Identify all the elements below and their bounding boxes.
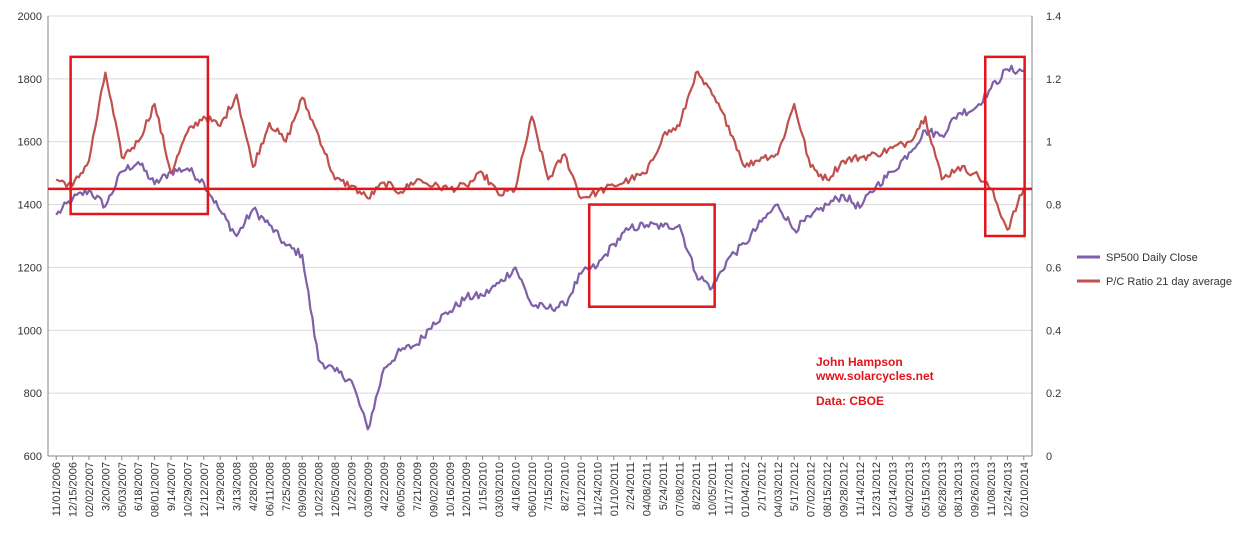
x-tick-label: 09/26/2013 [970,462,982,517]
x-tick-label: 08/01/2007 [150,462,162,517]
x-tick-label: 05/03/2007 [117,462,129,517]
x-tick-label: 10/05/2011 [707,462,719,516]
x-tick-label: 12/15/2006 [68,462,80,517]
y-right-tick-label: 0.8 [1046,200,1061,212]
x-tick-label: 10/12/2010 [576,462,588,517]
x-tick-label: 03/09/2009 [363,462,375,517]
x-tick-label: 12/01/2009 [461,462,473,517]
x-tick-label: 11/24/2010 [592,462,604,516]
x-tick-label: 01/04/2012 [740,462,752,517]
x-tick-label: 6/18/2007 [133,462,145,511]
x-tick-label: 10/22/2008 [314,462,326,517]
y-right-tick-label: 1.2 [1046,74,1061,86]
highlight-box [587,203,716,308]
y-left-tick-label: 1800 [18,74,42,86]
series-line-pc-ratio [55,70,1025,231]
x-tick-label: 02/14/2013 [888,462,900,517]
annotation-author: John Hampson [816,355,903,369]
y-right-tick-label: 1.4 [1046,11,1061,23]
y-left-tick-label: 1200 [18,262,42,274]
x-tick-label: 03/03/2010 [494,462,506,517]
x-tick-label: 08/15/2012 [822,462,834,517]
x-tick-label: 2/24/2011 [625,462,637,510]
x-tick-label: 12/12/2007 [199,462,211,517]
x-tick-label: 7/25/2008 [281,462,293,511]
x-tick-label: 1/22/2009 [346,462,358,511]
legend: SP500 Daily Close P/C Ratio 21 day avera… [1077,252,1232,288]
x-tick-label: 11/01/2006 [51,462,63,516]
x-tick-label: 09/09/2008 [297,462,309,517]
x-tick-label: 01/10/2011 [609,462,621,516]
y-right-tick-label: 1 [1046,137,1052,149]
y-left-tick-label: 800 [24,388,42,400]
x-tick-label: 10/16/2009 [445,462,457,517]
legend-label-sp500: SP500 Daily Close [1106,252,1198,264]
x-tick-label: 06/01/2010 [527,462,539,517]
y-left-tick-label: 1400 [18,200,42,212]
x-tick-label: 5/17/2012 [789,462,801,511]
x-tick-label: 04/03/2012 [773,462,785,517]
highlight-overlays [48,55,1032,308]
x-tick-label: 1/29/2008 [215,462,227,511]
y-left-tick-label: 2000 [18,11,42,23]
axes: 600 800 1000 1200 1400 1600 1800 2000 0 0.2 0.4 0.6… [18,11,1062,517]
x-tick-label: 05/15/2013 [920,462,932,517]
annotation-source: Data: CBOE [816,394,884,408]
gridlines [48,15,1032,457]
x-tick-label: 06/05/2009 [396,462,408,517]
x-tick-label: 11/17/2011 [724,462,736,515]
x-tick-label: 8/27/2010 [560,462,572,511]
x-tick-label: 09/02/2009 [428,462,440,517]
y-right-tick-label: 0.4 [1046,325,1061,337]
y-left-tick-label: 1000 [18,325,42,337]
series-lines [55,64,1025,431]
y-right-tick-label: 0.2 [1046,388,1061,400]
x-tick-label: 10/29/2007 [182,462,194,517]
x-tick-label: 06/28/2013 [937,462,949,517]
x-tick-label: 12/05/2008 [330,462,342,517]
x-tick-label: 3/13/2008 [232,462,244,511]
x-tick-label: 12/24/2013 [1002,462,1014,517]
x-tick-label: 07/02/2012 [806,462,818,517]
x-tick-label: 8/22/2011 [691,462,703,510]
x-tick-label: 5/24/2011 [658,462,670,510]
y-left-tick-label: 1600 [18,137,42,149]
x-tick-label: 02/10/2014 [1019,462,1031,517]
x-tick-label: 1/15/2010 [478,462,490,511]
annotation-block: John Hampson www.solarcycles.net Data: C… [815,355,934,408]
highlight-box [984,55,1026,238]
x-tick-label: 7/21/2009 [412,462,424,511]
annotation-site: www.solarcycles.net [815,369,934,383]
x-tick-label: 06/11/2008 [264,462,276,516]
y-right-tick-label: 0.6 [1046,262,1061,274]
x-tick-label: 02/02/2007 [84,462,96,517]
y-left-tick-label: 600 [24,451,42,463]
x-tick-label: 07/08/2011 [674,462,686,516]
x-tick-label: 7/15/2010 [543,462,555,511]
x-tick-label: 4/16/2010 [510,462,522,511]
x-tick-label: 04/02/2013 [904,462,916,517]
x-tick-label: 12/31/2012 [871,462,883,517]
highlight-box [69,55,210,216]
x-tick-label: 4/22/2009 [379,462,391,511]
x-tick-label: 11/08/2013 [986,462,998,516]
x-tick-label: 9/14/2007 [166,462,178,511]
series-line-sp500 [55,64,1024,431]
x-tick-label: 2/17/2012 [756,462,768,511]
x-tick-label: 04/08/2011 [642,462,654,516]
x-tick-label: 3/20/2007 [100,462,112,511]
y-right-tick-label: 0 [1046,451,1052,463]
x-tick-label: 08/13/2013 [953,462,965,517]
x-tick-label: 09/28/2012 [838,462,850,517]
x-tick-label: 11/14/2012 [855,462,867,516]
legend-label-pc-ratio: P/C Ratio 21 day average [1106,276,1232,288]
x-tick-label: 4/28/2008 [248,462,260,511]
